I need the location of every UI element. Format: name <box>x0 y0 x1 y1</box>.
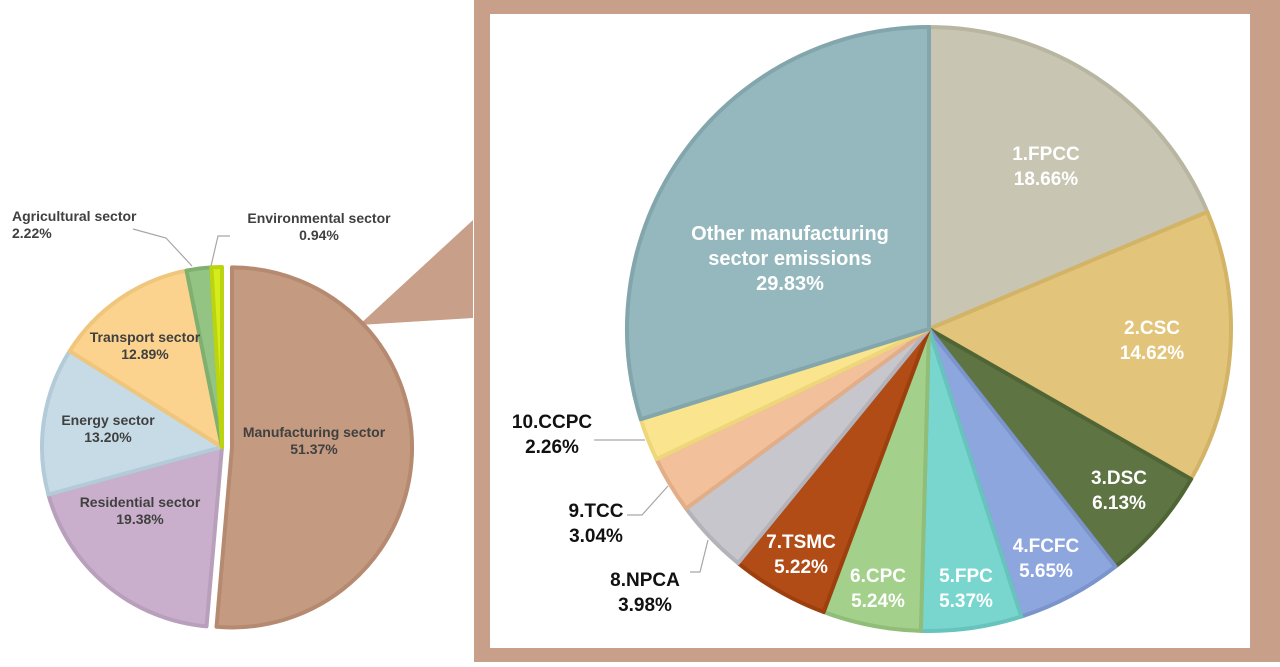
value-energy-sector: 13.20% <box>84 429 132 445</box>
label-8-npca: 8.NPCA <box>610 570 680 591</box>
label-other-line-1: Other manufacturing <box>691 223 889 245</box>
manufacturing-breakdown-pie <box>625 25 1233 633</box>
leader-line-tcc <box>627 485 669 516</box>
label-10-ccpc: 10.CCPC <box>512 412 593 433</box>
data-label-agricultural-sector: Agricultural sector 2.22% <box>12 208 137 241</box>
value-3-dsc: 6.13% <box>1092 493 1146 514</box>
label-agricultural-sector: Agricultural sector <box>12 208 137 224</box>
label-other-line-2: sector emissions <box>708 248 871 270</box>
value-manufacturing-sector: 51.37% <box>290 441 338 457</box>
data-label-10-ccpc: 10.CCPC 2.26% <box>512 412 593 458</box>
label-environmental-sector: Environmental sector <box>247 210 391 226</box>
value-transport-sector: 12.89% <box>121 346 169 362</box>
label-9-tcc: 9.TCC <box>569 501 624 522</box>
leader-line-npca <box>690 539 709 573</box>
value-agricultural-sector: 2.22% <box>12 225 52 241</box>
value-5-fpc: 5.37% <box>939 591 993 612</box>
slice-1-fpcc <box>927 25 1210 331</box>
label-6-cpc: 6.CPC <box>850 566 906 587</box>
value-4-fcfc: 5.65% <box>1019 561 1073 582</box>
value-10-ccpc: 2.26% <box>525 437 579 458</box>
label-4-fcfc: 4.FCFC <box>1013 536 1080 557</box>
label-energy-sector: Energy sector <box>61 412 155 428</box>
value-2-csc: 14.62% <box>1120 343 1185 364</box>
data-label-9-tcc: 9.TCC 3.04% <box>569 501 624 547</box>
value-9-tcc: 3.04% <box>569 526 623 547</box>
value-8-npca: 3.98% <box>618 595 672 616</box>
data-label-transport-sector: Transport sector 12.89% <box>90 329 201 362</box>
label-7-tsmc: 7.TSMC <box>766 532 836 553</box>
value-6-cpc: 5.24% <box>851 591 905 612</box>
leader-line-environmental <box>210 235 230 267</box>
data-label-environmental-sector: Environmental sector 0.94% <box>247 210 391 243</box>
value-1-fpcc: 18.66% <box>1014 169 1079 190</box>
data-label-manufacturing-sector: Manufacturing sector 51.37% <box>243 424 386 457</box>
data-label-1-fpcc: 1.FPCC 18.66% <box>1012 144 1080 190</box>
data-label-residential-sector: Residential sector 19.38% <box>80 494 201 527</box>
data-label-4-fcfc: 4.FCFC 5.65% <box>1013 536 1080 582</box>
data-label-8-npca: 8.NPCA 3.98% <box>610 570 680 616</box>
sector-pie <box>40 264 415 630</box>
data-label-2-csc: 2.CSC 14.62% <box>1120 318 1185 364</box>
label-transport-sector: Transport sector <box>90 329 201 345</box>
slice-environmental-sector <box>209 264 224 449</box>
value-environmental-sector: 0.94% <box>299 227 339 243</box>
slice-residential-sector <box>46 445 224 629</box>
data-label-5-fpc: 5.FPC 5.37% <box>939 566 993 612</box>
value-7-tsmc: 5.22% <box>774 557 828 578</box>
label-2-csc: 2.CSC <box>1124 318 1180 339</box>
zoom-connector <box>359 220 473 325</box>
slice-transport-sector <box>67 268 224 449</box>
value-residential-sector: 19.38% <box>116 511 164 527</box>
slice-energy-sector <box>40 349 224 497</box>
slice-other-manufacturing-sector-emissions <box>625 25 931 422</box>
label-residential-sector: Residential sector <box>80 494 201 510</box>
data-label-energy-sector: Energy sector 13.20% <box>61 412 155 445</box>
label-1-fpcc: 1.FPCC <box>1012 144 1080 165</box>
data-label-other-manufacturing-sector-emissions: Other manufacturing sector emissions 29.83… <box>691 223 889 295</box>
leader-line-agricultural <box>132 228 193 267</box>
slice-3-dsc <box>927 327 1194 569</box>
label-manufacturing-sector: Manufacturing sector <box>243 424 386 440</box>
slice-2-csc <box>927 209 1233 482</box>
data-label-6-cpc: 6.CPC 5.24% <box>850 566 906 612</box>
slice-manufacturing-sector <box>214 265 415 630</box>
data-label-7-tsmc: 7.TSMC 5.22% <box>766 532 836 578</box>
label-3-dsc: 3.DSC <box>1091 468 1147 489</box>
data-label-3-dsc: 3.DSC 6.13% <box>1091 468 1147 514</box>
chart-labels: Manufacturing sector 51.37% Residential se… <box>12 144 1184 616</box>
label-5-fpc: 5.FPC <box>939 566 993 587</box>
value-other-manufacturing-sector-emissions: 29.83% <box>756 273 824 295</box>
